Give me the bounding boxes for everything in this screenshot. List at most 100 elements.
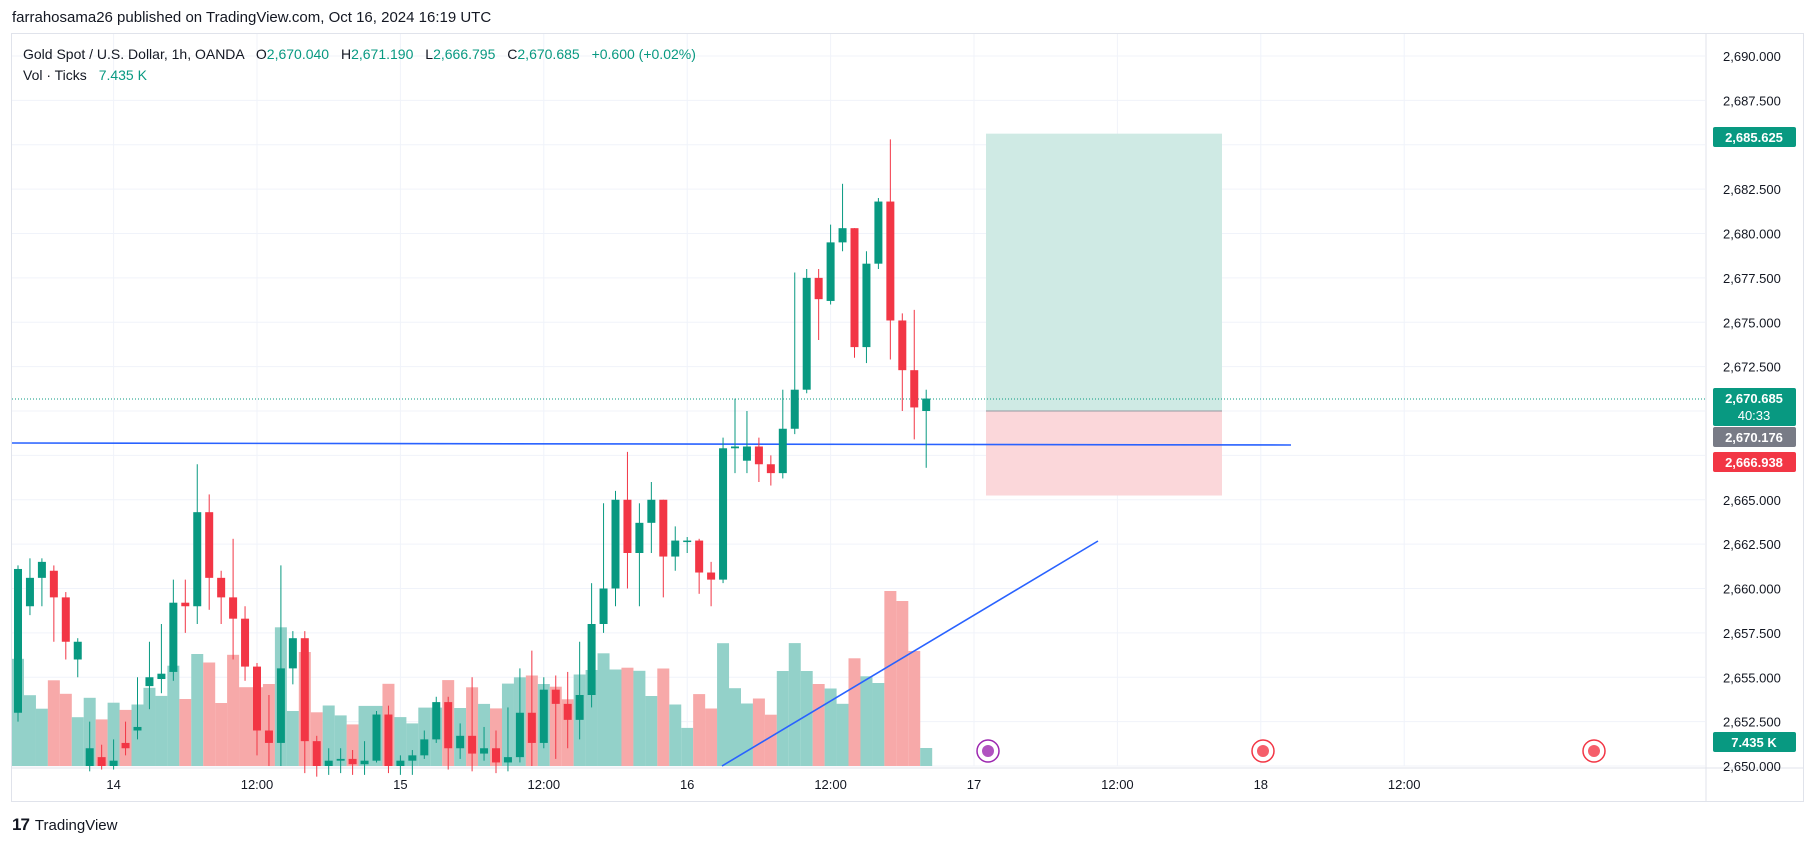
volume-bar bbox=[191, 654, 204, 766]
volume-bar bbox=[95, 719, 108, 766]
price-tick-label: 2,675.000 bbox=[1723, 315, 1781, 330]
candle-body bbox=[408, 755, 417, 761]
candle-body bbox=[109, 760, 118, 766]
candle-body bbox=[169, 602, 178, 672]
volume-bar bbox=[836, 703, 849, 766]
candle-body bbox=[217, 577, 226, 598]
volume-bar bbox=[143, 687, 156, 766]
high-value: 2,671.190 bbox=[351, 46, 414, 62]
price-tick-label: 2,657.500 bbox=[1723, 626, 1781, 641]
volume-bar bbox=[693, 694, 706, 766]
candle-body bbox=[336, 758, 345, 761]
volume-bar bbox=[609, 669, 622, 766]
high-label: H bbox=[340, 46, 352, 62]
volume-bar bbox=[908, 651, 921, 766]
candle-body bbox=[420, 739, 429, 756]
event-markers bbox=[976, 739, 1606, 763]
tradingview-brand[interactable]: 17 TradingView bbox=[12, 815, 117, 835]
candle-body bbox=[73, 641, 82, 660]
candle-body bbox=[587, 624, 596, 695]
candle-body bbox=[396, 760, 405, 766]
candle-body bbox=[372, 714, 381, 761]
candle-body bbox=[432, 702, 441, 740]
candle-body bbox=[635, 522, 644, 553]
candle-body bbox=[671, 540, 680, 557]
candle-body bbox=[181, 602, 190, 607]
volume-bar bbox=[776, 671, 789, 766]
time-tick-label: 12:00 bbox=[241, 777, 274, 792]
candle-body bbox=[264, 730, 273, 743]
volume-bar bbox=[848, 658, 861, 766]
volume-bar bbox=[920, 748, 933, 766]
stop-loss-zone bbox=[986, 411, 1222, 496]
candle-body bbox=[874, 201, 883, 264]
candle-body bbox=[14, 568, 22, 713]
price-tick-label: 2,672.500 bbox=[1723, 360, 1781, 375]
time-axis: 14 12:00 15 12:00 16 12:00 17 12:00 18 12:00 bbox=[106, 777, 1420, 792]
candle-body bbox=[814, 277, 823, 300]
tradingview-logo-icon: 17 bbox=[12, 815, 30, 834]
volume-bar bbox=[860, 676, 873, 766]
candle-body bbox=[575, 695, 584, 720]
stop-price-tag bbox=[1713, 452, 1796, 472]
current-price-tag-text: 2,670.685 bbox=[1725, 391, 1783, 406]
price-labels: 2,685.625 2,670.685 40:33 2,670.176 2,666.93… bbox=[1713, 127, 1796, 752]
current-price-tag bbox=[1713, 388, 1796, 426]
low-label: L bbox=[425, 46, 434, 62]
time-tick-label: 18 bbox=[1254, 777, 1268, 792]
volume-bar bbox=[764, 714, 777, 766]
rising-trend-line bbox=[721, 540, 1099, 767]
chart-legend: Gold Spot / U.S. Dollar, 1h, OANDA O 2,67… bbox=[23, 44, 696, 86]
open-label: O bbox=[255, 46, 267, 62]
candle-body bbox=[348, 758, 357, 765]
volume-bar bbox=[752, 698, 765, 766]
volume-bar bbox=[824, 688, 837, 766]
volume-bar bbox=[167, 665, 180, 766]
volume-bar bbox=[203, 662, 216, 766]
candle-body bbox=[85, 748, 94, 766]
volume-value: 7.435 K bbox=[98, 67, 147, 83]
price-tick-label: 2,677.500 bbox=[1723, 271, 1781, 286]
price-tick-label: 2,690.000 bbox=[1723, 49, 1781, 64]
candle-body bbox=[563, 703, 572, 720]
price-tick-label: 2,652.500 bbox=[1723, 715, 1781, 730]
candle-body bbox=[515, 712, 524, 758]
volume-bar bbox=[597, 653, 610, 766]
candle-body bbox=[790, 389, 799, 429]
candle-body bbox=[898, 320, 907, 371]
target-price-tag-text: 2,685.625 bbox=[1725, 130, 1783, 145]
candle-body bbox=[25, 577, 34, 607]
volume-bar bbox=[717, 643, 730, 766]
trend-lines bbox=[11, 398, 1705, 767]
volume-indicator-label[interactable]: Vol · Ticks bbox=[23, 67, 87, 83]
volume-bar bbox=[286, 711, 299, 766]
volume-bar bbox=[896, 601, 909, 766]
candle-body bbox=[695, 540, 704, 573]
candle-body bbox=[838, 228, 847, 243]
candle-body bbox=[61, 597, 70, 642]
volume-bar bbox=[645, 696, 658, 766]
symbol-title[interactable]: Gold Spot / U.S. Dollar, 1h, OANDA bbox=[23, 46, 244, 62]
volume-bar bbox=[788, 643, 801, 766]
candle-body bbox=[802, 277, 811, 390]
line-price-tag bbox=[1713, 427, 1796, 447]
marker-dot bbox=[1588, 745, 1600, 757]
candle-body bbox=[719, 448, 728, 580]
volume-bar bbox=[800, 671, 813, 766]
candle-body bbox=[754, 446, 763, 465]
candle-body bbox=[766, 464, 775, 474]
time-tick-label: 17 bbox=[967, 777, 981, 792]
position-zones bbox=[986, 133, 1222, 496]
candle-body bbox=[276, 668, 285, 743]
candle-body bbox=[551, 689, 560, 704]
volume-bar bbox=[872, 683, 885, 766]
volume-bar bbox=[47, 680, 60, 766]
volume-bar bbox=[322, 705, 335, 766]
volume-bar bbox=[358, 705, 371, 766]
volume-bar bbox=[394, 717, 407, 766]
marker-dot bbox=[1257, 745, 1269, 757]
candle-body bbox=[145, 677, 154, 687]
volume-bar bbox=[23, 695, 36, 766]
time-tick-label: 12:00 bbox=[528, 777, 561, 792]
